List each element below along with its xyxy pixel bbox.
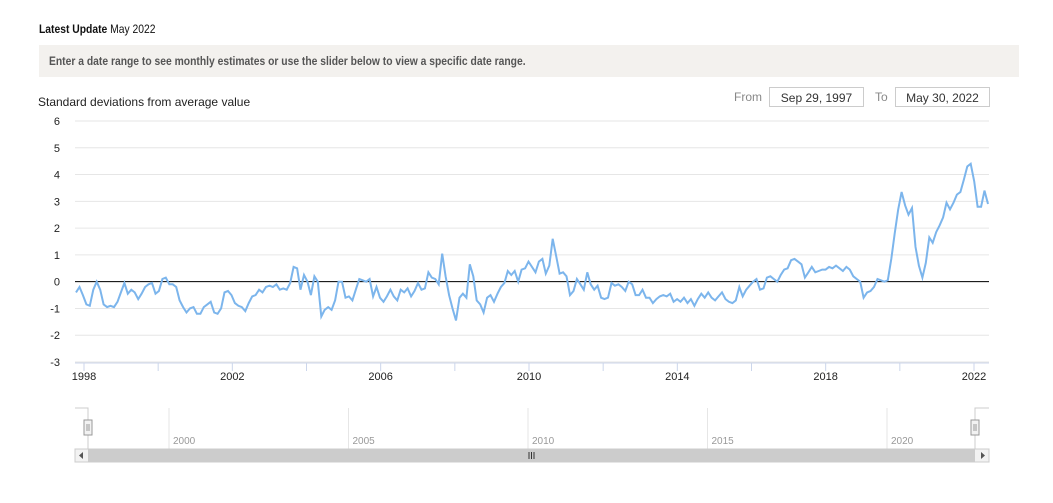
navigator-tick-label: 2000 [173,436,196,447]
x-tick-label: 2014 [665,371,689,383]
grid [75,120,989,363]
handle-body[interactable] [83,419,93,436]
from-date-input[interactable]: Sep 29, 1997 [769,87,864,107]
y-tick-label: 3 [54,196,60,208]
navigator-tick-label: 2020 [891,436,914,447]
navigator-left-handle[interactable] [83,419,93,436]
series-points [75,163,989,322]
y-tick-label: 1 [54,250,60,262]
navigator[interactable]: 2000 2005 2010 2015 2020 [74,407,990,463]
latest-update-label: Latest Update [39,22,108,36]
navigator-tick-label: 2010 [532,436,555,447]
latest-update-value: May 2022 [110,22,156,36]
navigator-tick-label: 2015 [712,436,735,447]
from-label: From [734,90,762,104]
to-date-input[interactable]: May 30, 2022 [895,87,990,107]
latest-update: Latest Update May 2022 [39,22,155,36]
y-tick-label: -3 [50,357,60,369]
y-tick-label: -2 [50,330,60,342]
y-tick-label: 2 [54,223,60,235]
y-tick-label: 6 [54,116,60,128]
y-axis: 6 5 4 3 2 1 0 -1 -2 -3 [50,116,60,369]
x-tick-label: 2006 [368,371,392,383]
handle-body[interactable] [970,419,980,436]
x-tick-label: 1998 [72,371,96,383]
x-tick-label: 2010 [517,371,541,383]
y-axis-title: Standard deviations from average value [38,95,250,109]
navigator-tick-label: 2005 [353,436,376,447]
y-tick-label: 5 [54,143,60,155]
series-line [75,161,989,321]
scroll-right-arrow-icon[interactable] [981,452,985,459]
to-label: To [875,90,888,104]
y-tick-label: 4 [54,170,60,182]
scroll-left-arrow-icon[interactable] [79,452,83,459]
navigator-area [75,408,989,449]
x-tick-label: 2022 [962,371,986,383]
instruction-text: Enter a date range to see monthly estima… [49,54,526,68]
navigator-right-handle[interactable] [970,419,980,436]
x-tick-label: 2002 [220,371,244,383]
y-tick-label: 0 [54,277,60,289]
y-tick-label: -1 [50,303,60,315]
x-axis: 1998 2002 2006 2010 2014 2018 2022 [72,362,989,383]
instruction-banner: Enter a date range to see monthly estima… [39,45,1019,77]
x-tick-label: 2018 [813,371,837,383]
